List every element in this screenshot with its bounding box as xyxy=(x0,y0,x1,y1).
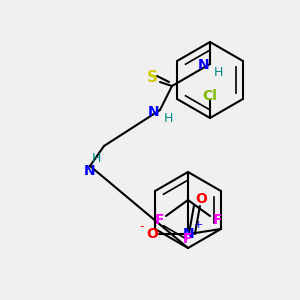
Text: N: N xyxy=(198,58,210,72)
Text: S: S xyxy=(146,70,158,86)
Text: H: H xyxy=(91,152,101,164)
Text: F: F xyxy=(212,213,222,227)
Text: F: F xyxy=(154,213,164,227)
Text: O: O xyxy=(146,227,158,241)
Text: N: N xyxy=(84,164,96,178)
Text: N: N xyxy=(183,227,195,241)
Text: +: + xyxy=(194,220,204,230)
Text: H: H xyxy=(163,112,173,124)
Text: -: - xyxy=(140,220,144,233)
Text: H: H xyxy=(213,65,223,79)
Text: Cl: Cl xyxy=(202,89,217,103)
Text: O: O xyxy=(195,192,207,206)
Text: N: N xyxy=(148,105,160,119)
Text: F: F xyxy=(183,232,193,246)
